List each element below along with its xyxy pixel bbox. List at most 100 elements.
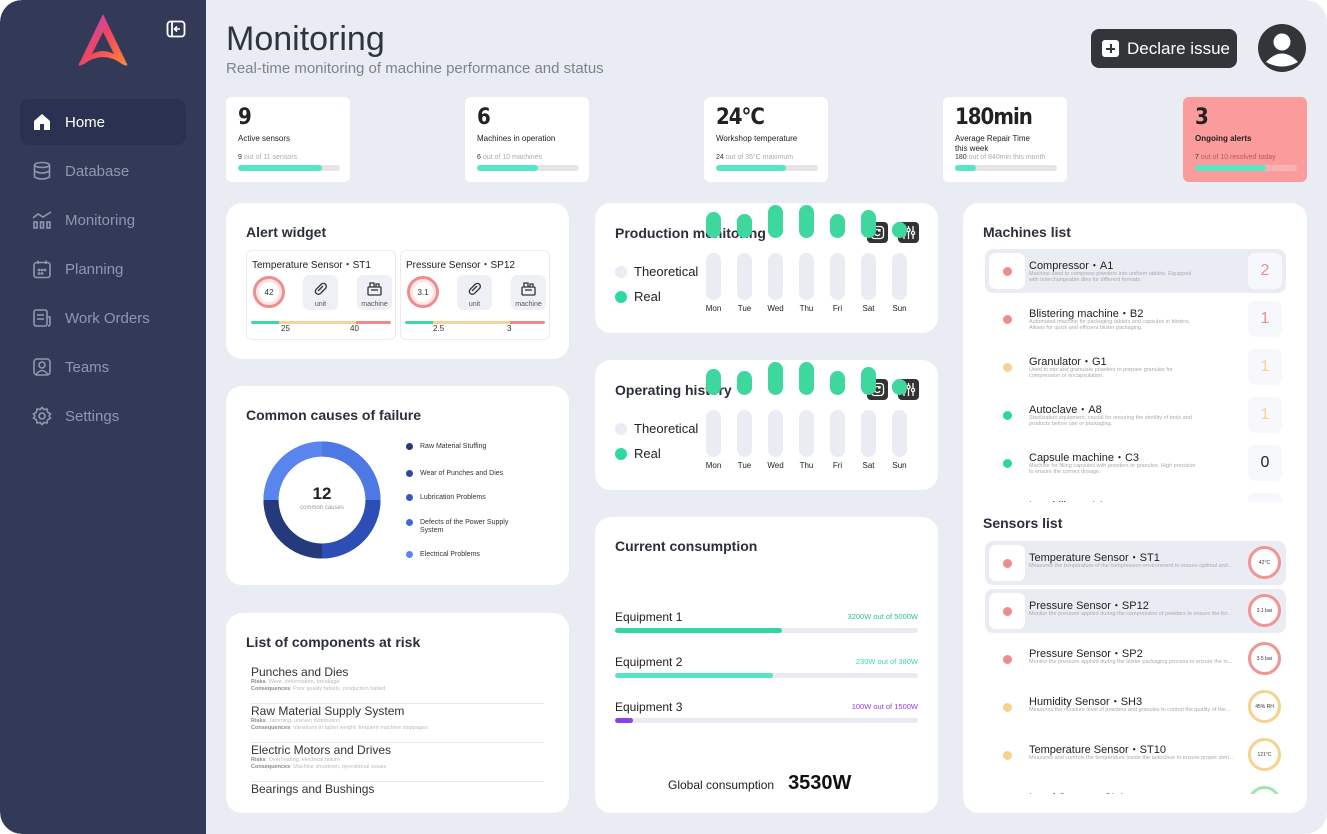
sensor-row[interactable]: Pressure Sensor・SP12 Monitor the pressure… [985,589,1286,633]
risk-item[interactable]: Electric Motors and Drives Risks: Overhe… [251,743,544,782]
sidebar-item-settings[interactable]: Settings [20,393,186,439]
threshold-scale [251,321,391,324]
machine-row[interactable]: Autoclave・A8 Sterilization equipment, cru… [985,393,1286,437]
unit-button[interactable]: unit [457,275,492,310]
alert-sensor-pressure[interactable]: Pressure Sensor・SP12 3.1 unit machine 2.… [400,250,550,340]
theoretical-bar [830,410,845,457]
sidebar-item-monitoring[interactable]: Monitoring [20,197,186,243]
sensor-description: Monitor the pressure applied during the … [1029,611,1232,617]
card-title: Operating history [615,382,732,398]
status-indicator [989,445,1025,481]
real-bar [768,362,783,395]
kpi-ongoing-alerts[interactable]: 3 Ongoing alerts 7 out of 10 resolved to… [1183,97,1307,182]
consumption-bar [615,718,918,723]
card-title: Current consumption [615,538,758,554]
status-dot [1002,266,1012,276]
machines-list: Compressor・A1 Machine used to compress po… [963,247,1307,502]
work-orders-icon [33,309,51,327]
legend-theoretical: Theoretical [615,421,698,436]
legend-item: Lubrication Problems [406,494,526,502]
global-consumption-value: 3530W [788,772,852,794]
sensor-row[interactable]: Pressure Sensor・SP2 Monitor the pressure … [985,637,1286,681]
sidebar-item-database[interactable]: Database [20,148,186,194]
kpi-label: Workshop temperature [716,134,798,143]
kpi-progress-bar [1195,165,1297,171]
machine-row[interactable]: Capsule machine・C3 Machine for filling ca… [985,441,1286,485]
risk-item-name: Raw Material Supply System [251,704,405,718]
legend-dot [615,265,627,278]
consumption-row: Equipment 2 230W out of 380W [615,655,918,678]
machine-row[interactable]: Granulator・G1 Used to mix and granulate p… [985,345,1286,389]
risk-item-name: Punches and Dies [251,665,349,679]
status-dot [1002,362,1012,372]
global-consumption: Global consumption 3530W [668,772,851,795]
kpi-progress-bar [716,165,818,171]
kpi-progress-bar [955,165,1057,171]
kpi-progress-fill [1195,165,1267,171]
history-bar-chart: Mon Tue Wed Thu Fri Sat Sun [706,362,916,472]
unit-button[interactable]: unit [303,275,338,310]
risk-item[interactable]: Punches and Dies Risks: Wear, deformatio… [251,665,544,704]
sensor-row[interactable]: Level Sensor・SL4 [985,781,1286,794]
risk-item[interactable]: Raw Material Supply System Risks: Jammin… [251,704,544,743]
kpi-detail: 9 out of 11 sensors [238,154,298,161]
sidebar-item-planning[interactable]: Planning [20,246,186,292]
sensor-gauge: 3.5 bar [1248,642,1281,675]
kpi-detail: 6 out of 10 machines [477,154,542,161]
alert-count: 1 [1248,349,1282,385]
theoretical-bar [892,253,907,300]
declare-issue-label: Declare issue [1127,38,1230,58]
kpi-detail: 180 out of 840min this month [955,154,1046,161]
sidebar-item-work-orders[interactable]: Work Orders [20,295,186,341]
collapse-sidebar-icon[interactable] [166,20,186,38]
sidebar-item-label: Database [65,162,130,180]
machine-description: Automated machine for packaging tablets … [1029,319,1191,331]
risk-item[interactable]: Bearings and Bushings [251,782,544,813]
sensor-row[interactable]: Temperature Sensor・ST1 Measures the tempe… [985,541,1286,585]
machine-name: Blistering machine・B2 [1029,308,1144,320]
status-dot [1002,702,1012,712]
kpi-workshop-temperature: 24°C Workshop temperature 24 out of 35°C… [704,97,828,182]
sidebar-item-label: Work Orders [65,309,150,327]
equipment-value: 3200W out of 5000W [847,612,918,621]
day-label: Mon [705,461,722,470]
machine-row[interactable]: Blistering machine・B2 Automated machine f… [985,297,1286,341]
risk-item-risks: Risks: Jamming, uneven distribution [251,718,341,724]
real-bar [768,205,783,238]
day-label: Sat [862,461,875,470]
alert-sensor-temperature[interactable]: Temperature Sensor・ST1 42 unit machine 2… [246,250,396,340]
card-title: Sensors list [983,515,1063,531]
machine-button[interactable]: machine [511,275,546,310]
machine-row[interactable]: Compressor・A1 Machine used to compress po… [985,249,1286,293]
sensor-row[interactable]: Humidity Sensor・SH3 Measures the moisture… [985,685,1286,729]
day-label: Fri [832,304,843,313]
threshold-scale [405,321,545,324]
sidebar-item-home[interactable]: Home [20,99,186,145]
day-label: Tue [737,461,752,470]
monitoring-icon [32,211,52,229]
donut-center-value: 12 [312,484,332,503]
machine-name: Compressor・A1 [1029,260,1114,272]
production-bar-chart: Mon Tue Wed Thu Fri Sat Sun [706,205,916,315]
theoretical-bar [768,410,783,457]
user-avatar-icon[interactable] [1257,23,1307,73]
sensor-row[interactable]: Temperature Sensor・ST10 Measures and cont… [985,733,1286,777]
machine-button[interactable]: machine [357,275,392,310]
machine-description: Sterilization equipment, crucial for ens… [1029,415,1192,427]
declare-issue-button[interactable]: Declare issue [1091,29,1237,68]
kpi-progress-bar [477,165,579,171]
alert-count: 1 [1248,301,1282,337]
legend-dot [615,290,627,303]
machine-name: Granulator・G1 [1029,356,1107,368]
theoretical-bar [737,410,752,457]
status-indicator [989,689,1025,725]
day-label: Mon [705,304,722,313]
card-title: Common causes of failure [246,407,422,423]
sidebar-item-teams[interactable]: Teams [20,344,186,390]
consumption-row: Equipment 3 100W out of 1500W [615,700,918,723]
global-consumption-label: Global consumption [668,778,775,792]
day-label: Thu [799,461,814,470]
kpi-value: 3 [1195,105,1209,130]
alert-sensor-reading: 42 [253,276,285,308]
machine-row[interactable]: Lyophilizer・L1 0 [985,489,1286,502]
